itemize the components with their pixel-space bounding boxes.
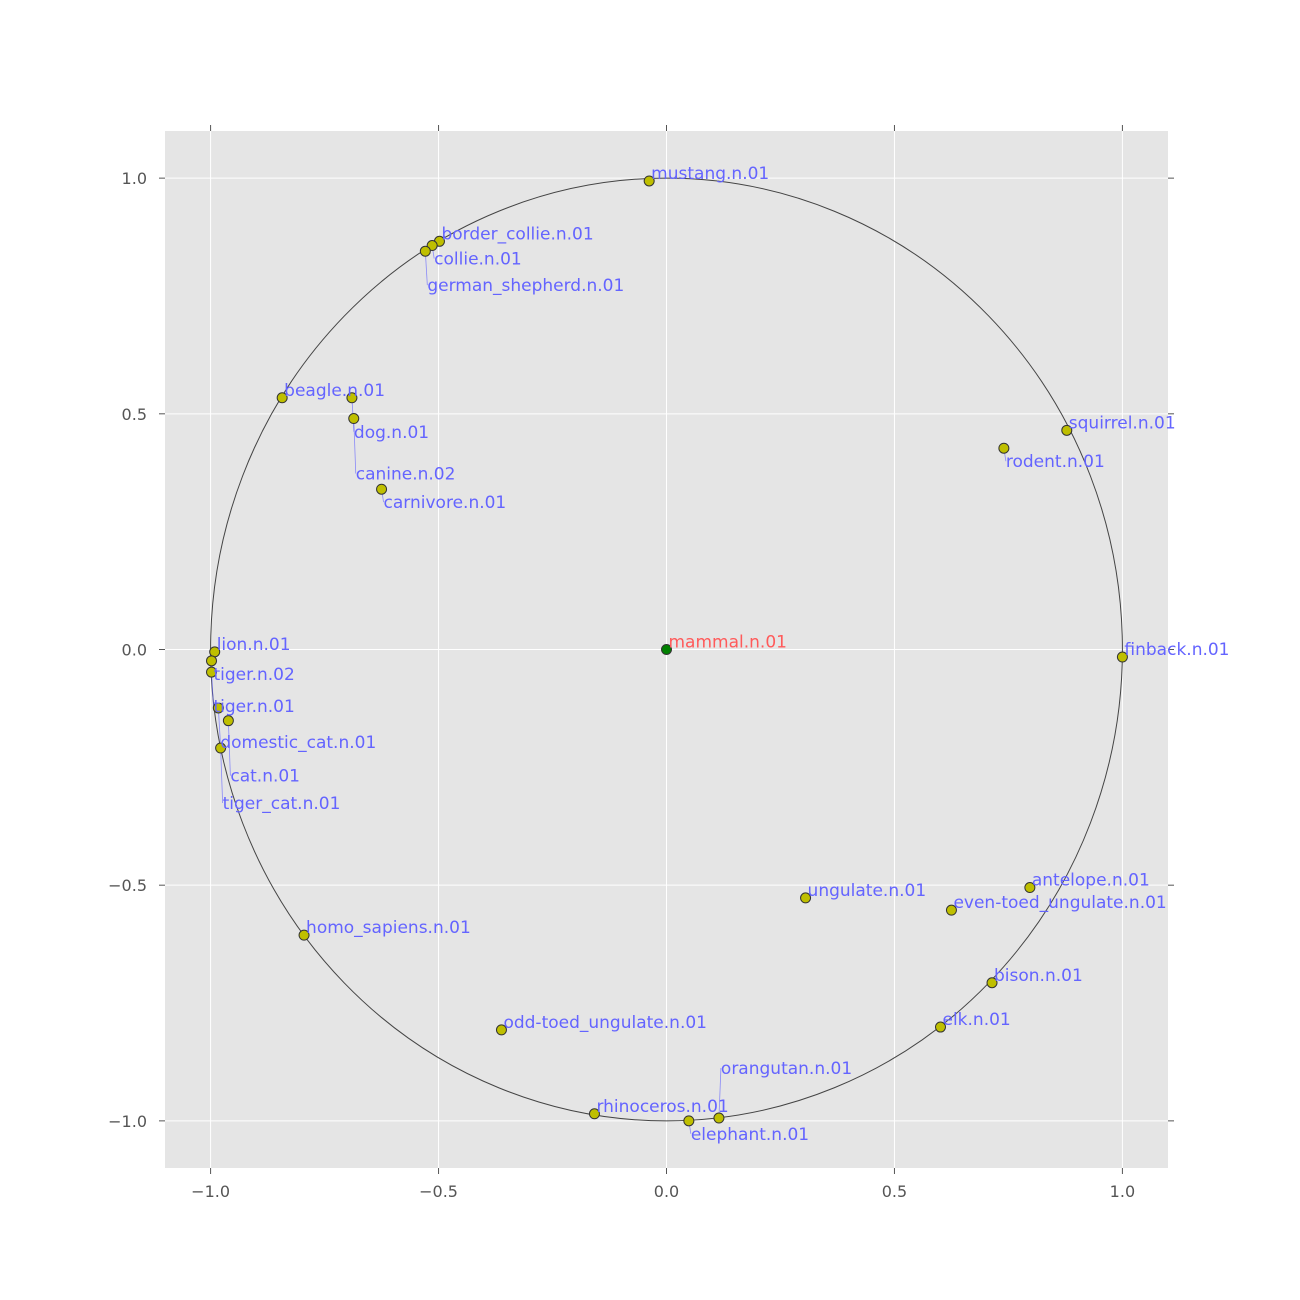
point-marker <box>1061 424 1073 436</box>
point-marker <box>713 1112 725 1124</box>
point-marker <box>588 1108 600 1120</box>
point-label: rodent.n.01 <box>1006 452 1105 472</box>
point-marker <box>298 929 310 941</box>
point-label: dog.n.01 <box>354 423 429 443</box>
point-label: tiger.n.02 <box>214 665 295 685</box>
point-marker <box>643 175 655 187</box>
point-label: beagle.n.01 <box>284 381 385 401</box>
y-tick-label: 1.0 <box>122 169 147 188</box>
point-label: homo_sapiens.n.01 <box>306 918 471 938</box>
point-label: elephant.n.01 <box>691 1125 809 1145</box>
point-marker <box>1024 882 1036 894</box>
point-marker <box>346 392 358 404</box>
point-label: carnivore.n.01 <box>384 493 507 513</box>
point-marker <box>986 977 998 989</box>
point-marker <box>683 1115 695 1127</box>
label-leaders <box>211 245 1007 1134</box>
point-label: finback.n.01 <box>1124 640 1229 660</box>
label-leader-line <box>220 748 224 804</box>
point-label: rhinoceros.n.01 <box>596 1097 728 1117</box>
point-label: antelope.n.01 <box>1032 871 1150 891</box>
point-marker <box>661 644 672 655</box>
y-tick-label: 0.0 <box>122 641 147 660</box>
x-tick-label: 0.0 <box>654 1182 679 1201</box>
point-label: ungulate.n.01 <box>808 881 927 901</box>
point-label: bison.n.01 <box>994 966 1083 986</box>
point-label: cat.n.01 <box>230 767 300 787</box>
point-marker <box>495 1024 507 1036</box>
point-label: domestic_cat.n.01 <box>220 733 376 753</box>
y-tick-label: −1.0 <box>108 1112 147 1131</box>
y-tick-label: 0.5 <box>122 405 147 424</box>
point-label: border_collie.n.01 <box>441 224 593 244</box>
x-tick-label: −1.0 <box>191 1182 230 1201</box>
point-label: orangutan.n.01 <box>721 1059 852 1079</box>
point-marker <box>348 413 360 425</box>
point-label: even-toed_ungulate.n.01 <box>953 893 1166 913</box>
point-label: squirrel.n.01 <box>1069 413 1176 433</box>
point-marker <box>215 742 227 754</box>
point-label: lion.n.01 <box>217 635 291 655</box>
label-leader-line <box>353 418 357 474</box>
label-leader-line <box>718 1068 722 1119</box>
point-label: tiger.n.01 <box>214 697 295 717</box>
label-leader-line <box>217 707 221 742</box>
point-label: mustang.n.01 <box>651 164 769 184</box>
point-marker <box>222 715 234 727</box>
point-marker <box>945 904 957 916</box>
point-marker <box>1116 651 1128 663</box>
point-marker <box>998 442 1010 454</box>
point-marker <box>212 702 224 714</box>
label-leader-line <box>227 720 231 776</box>
x-tick-label: 0.5 <box>882 1182 907 1201</box>
point-marker <box>935 1021 947 1033</box>
label-leader-line <box>211 672 214 707</box>
point-marker <box>800 892 812 904</box>
ticks: −1.0 −0.5 0.0 0.5 1.0 −1.0 −0.5 0.0 0.5 1.0 <box>108 125 1174 1201</box>
point-label: elk.n.01 <box>943 1010 1011 1030</box>
point-marker <box>276 392 288 404</box>
point-label: odd-toed_ungulate.n.01 <box>503 1013 707 1033</box>
x-tick-label: 1.0 <box>1110 1182 1135 1201</box>
point-labels: mustang.n.01 border_collie.n.01 collie.n.0… <box>214 164 1230 1145</box>
point-label: canine.n.02 <box>356 465 456 485</box>
point-marker <box>419 245 431 257</box>
point-marker <box>206 655 218 667</box>
point-label: german_shepherd.n.01 <box>427 276 624 296</box>
point-marker <box>376 483 388 495</box>
x-tick-label: −0.5 <box>419 1182 458 1201</box>
y-tick-label: −0.5 <box>108 876 147 895</box>
point-marker <box>206 666 218 678</box>
point-label: tiger_cat.n.01 <box>223 794 341 814</box>
label-leader-line <box>424 251 428 286</box>
point-label: mammal.n.01 <box>669 633 787 653</box>
point-label: collie.n.01 <box>434 250 522 270</box>
points <box>206 175 1128 1127</box>
